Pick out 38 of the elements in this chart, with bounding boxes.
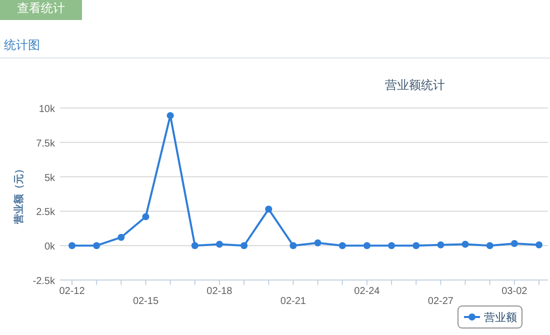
x-tick-label: 02-12 [59, 286, 86, 297]
point [118, 234, 125, 241]
point [216, 240, 223, 248]
x-tick-label: 03-02 [502, 286, 528, 297]
point [240, 242, 248, 250]
y-axis-title: 营业额（元） [13, 164, 25, 225]
chart-title: 营业额统计 [385, 78, 445, 92]
point [388, 242, 396, 250]
x-tick-label: 02-15 [132, 296, 159, 307]
y-tick-label: 10k [38, 104, 56, 115]
x-tick-label: 02-27 [428, 296, 454, 307]
point [314, 239, 322, 246]
point [265, 206, 272, 213]
point [93, 242, 100, 250]
point [486, 242, 494, 250]
point [290, 242, 297, 250]
x-tick-label: 02-24 [354, 286, 380, 297]
y-tick-label: 2.5k [36, 207, 56, 218]
point [462, 240, 469, 248]
point [191, 242, 198, 250]
point [338, 242, 346, 250]
y-tick-label: 5k [44, 172, 56, 184]
point [166, 112, 174, 120]
point [510, 240, 518, 248]
point [412, 242, 420, 250]
x-tick-label: 02-21 [280, 296, 306, 307]
text: 统计图 [4, 38, 40, 52]
x-tick-label: 02-18 [206, 286, 233, 297]
point [536, 241, 542, 248]
text: 查看统计 [17, 1, 65, 15]
point [437, 241, 444, 248]
y-tick-label: 7.5k [36, 138, 56, 150]
y-tick-label: 0k [44, 242, 56, 253]
legend-label: 营业额 [484, 311, 517, 324]
point [142, 213, 150, 220]
y-tick-label: -2.5k [32, 276, 56, 287]
point [68, 242, 76, 250]
point [363, 242, 370, 250]
